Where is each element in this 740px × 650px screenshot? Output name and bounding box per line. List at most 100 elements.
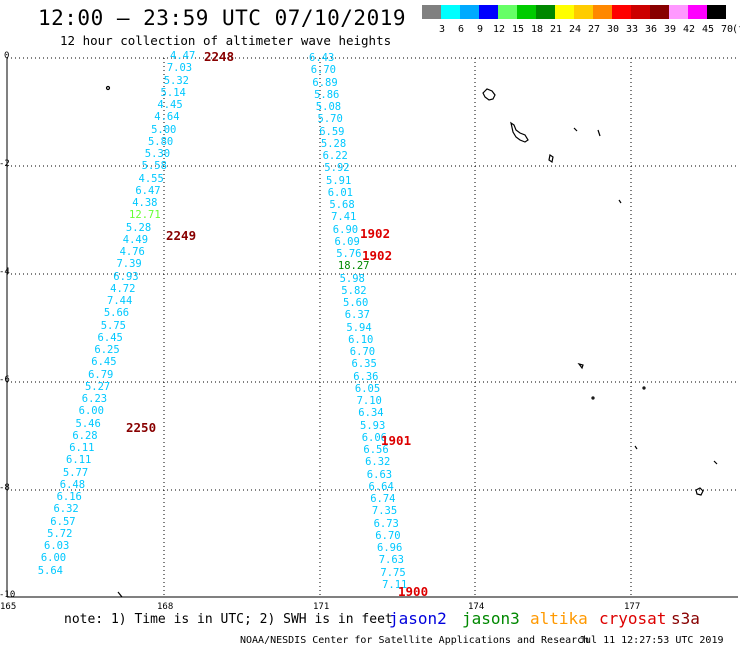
- scale-label: 70: [720, 24, 734, 35]
- island-outlines: [105, 85, 718, 598]
- island: [597, 129, 601, 137]
- latitude-label: -6: [0, 375, 10, 385]
- track1-wave-height: 5.72: [47, 527, 73, 540]
- satellite-jason3: jason3: [462, 609, 520, 628]
- track2-wave-height: 6.90: [332, 223, 359, 236]
- track1-wave-height: 5.77: [62, 466, 89, 479]
- scale-swatch: [460, 5, 479, 19]
- satellite-cryosat: cryosat: [599, 609, 667, 628]
- island: [117, 591, 123, 598]
- scale-swatch: [707, 5, 726, 19]
- scale-label: 42: [682, 24, 696, 35]
- track1-wave-height: 5.14: [160, 86, 186, 99]
- track2-wave-height: 5.08: [315, 101, 342, 113]
- track2-wave-height: 6.37: [344, 309, 370, 322]
- track1-wave-height: 5.28: [125, 221, 152, 234]
- time-label: 1900: [398, 584, 429, 599]
- track1-wave-height: 6.03: [44, 540, 70, 552]
- track1-wave-height: 5.32: [163, 74, 189, 87]
- scale-swatch: [650, 5, 669, 19]
- time-label: 1902: [362, 248, 393, 263]
- track2-wave-height: 6.89: [312, 76, 338, 89]
- track2-wave-height: 6.74: [370, 493, 396, 505]
- track1-wave-height: 6.79: [88, 368, 114, 381]
- island: [105, 85, 111, 91]
- scale-swatch: [517, 5, 536, 19]
- scale-label: 39: [663, 24, 677, 35]
- satellite-jason2: jason2: [389, 609, 447, 628]
- map-subtitle: 12 hour collection of altimeter wave hei…: [60, 33, 392, 48]
- longitude-label: 174: [468, 602, 485, 612]
- track2-wave-height: 6.70: [310, 64, 336, 77]
- scale-swatch: [688, 5, 707, 19]
- scale-label: 36: [644, 24, 658, 35]
- map-title: 12:00 – 23:59 UTC 07/10/2019: [38, 6, 407, 30]
- latitude-label: -4: [0, 267, 10, 277]
- track2-wave-height: 6.64: [368, 480, 394, 493]
- track2-wave-height: 6.10: [348, 333, 374, 346]
- track1-wave-height: 5.75: [100, 319, 126, 332]
- scale-label: 12: [492, 24, 506, 35]
- track2-wave-height: 6.34: [358, 407, 384, 420]
- scale-label: 15: [511, 24, 525, 35]
- track2-wave-height: 7.10: [356, 395, 382, 407]
- scale-swatch: [631, 5, 650, 19]
- track2-wave-height: 6.32: [365, 456, 391, 469]
- track2-wave-height: 6.05: [354, 382, 381, 395]
- latitude-label: -2: [0, 159, 10, 169]
- satellite-s3a: s3a: [671, 609, 700, 628]
- scale-label: 3: [438, 24, 446, 35]
- island: [618, 199, 622, 204]
- credit-line: NOAA/NESDIS Center for Satellite Applica…: [240, 635, 590, 646]
- track2-wave-height: 6.35: [351, 358, 377, 371]
- track1-wave-height: 4.38: [132, 197, 158, 209]
- track1-wave-height: 6.00: [78, 405, 104, 418]
- track1-wave-height: 6.32: [53, 503, 79, 516]
- track1-wave-height: 6.16: [56, 491, 82, 503]
- island: [634, 445, 638, 450]
- track2-wave-height: 6.06: [361, 431, 387, 444]
- track2-wave-height: 7.35: [371, 505, 398, 518]
- track2-wave-height: 5.86: [314, 88, 340, 101]
- longitude-label: 168: [157, 602, 174, 612]
- track2-wave-height: 5.98: [339, 272, 365, 285]
- satellite-altika: altika: [530, 609, 588, 628]
- track1-wave-height: 4.47: [170, 50, 196, 62]
- track2-wave-height: 6.43: [309, 52, 335, 64]
- track1-wave-height: 12.71: [129, 209, 161, 222]
- island: [482, 88, 496, 101]
- island: [548, 154, 554, 163]
- track2-wave-height: 7.41: [331, 211, 357, 224]
- scale-label: 33: [625, 24, 639, 35]
- time-label: 2250: [126, 420, 157, 435]
- latitude-label: -8: [0, 483, 10, 493]
- track1-wave-height: 7.03: [166, 62, 193, 75]
- lat-lon-grid: [6, 57, 738, 598]
- island: [642, 386, 646, 390]
- generation-timestamp: Jul 11 12:27:53 UTC 2019: [579, 635, 724, 646]
- track2-wave-height: 6.70: [375, 529, 401, 542]
- track1-wave-height: 5.64: [37, 564, 63, 577]
- scale-label: 18: [530, 24, 544, 35]
- track2-wave-height: 6.36: [353, 370, 379, 383]
- track2-wave-height: 5.28: [320, 137, 347, 150]
- track1-wave-height: 6.93: [113, 270, 139, 283]
- track2-wave-height: 5.60: [343, 297, 369, 309]
- island: [573, 127, 578, 132]
- track1-wave-height: 6.23: [81, 393, 108, 405]
- track1-wave-height: 5.00: [151, 123, 177, 136]
- track1-wave-height: 4.76: [119, 246, 145, 258]
- scale-label: 21: [549, 24, 563, 35]
- island: [591, 396, 595, 400]
- longitude-label: 171: [313, 602, 330, 612]
- track2-wave-height: 6.01: [327, 186, 353, 199]
- time-label: 2248: [204, 49, 235, 64]
- track2-wave-height: 6.73: [373, 517, 399, 530]
- scale-swatch: [498, 5, 517, 19]
- track1-wave-height: 4.45: [157, 99, 183, 111]
- scale-swatch: [422, 5, 441, 19]
- track1-wave-height: 5.80: [147, 135, 174, 148]
- scale-label: 24: [568, 24, 582, 35]
- time-label: 1902: [360, 226, 391, 241]
- scale-label: 9: [476, 24, 484, 35]
